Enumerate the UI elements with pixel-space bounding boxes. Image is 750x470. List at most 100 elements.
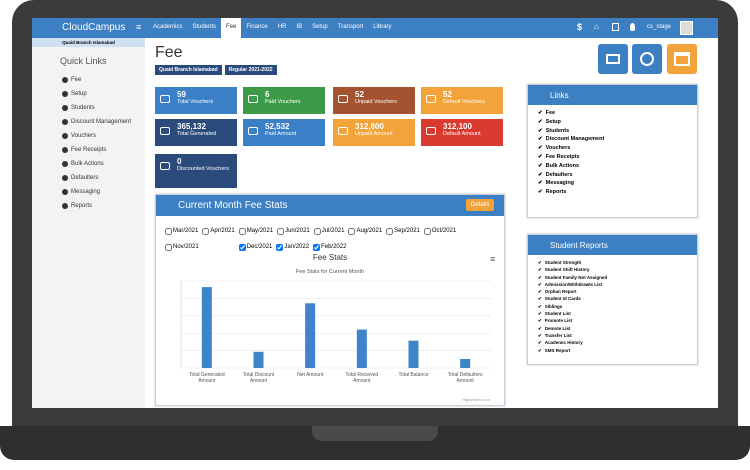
bell-icon[interactable] bbox=[630, 23, 635, 31]
month-filter[interactable]: May/2021 bbox=[238, 225, 273, 238]
month-label: Jun/2021 bbox=[285, 228, 310, 234]
month-checkbox[interactable] bbox=[277, 228, 285, 235]
bank-button[interactable] bbox=[667, 44, 697, 74]
month-filter[interactable]: Mar/2021 bbox=[165, 225, 198, 238]
sidebar-icon bbox=[62, 91, 68, 97]
month-filter[interactable]: Apr/2021 bbox=[202, 225, 235, 238]
report-item[interactable]: Orphan Report bbox=[538, 288, 687, 295]
sidebar-item[interactable]: Discount Management bbox=[62, 115, 131, 129]
sidebar-item[interactable]: Messaging bbox=[62, 185, 131, 199]
stat-tile[interactable]: 312,100 Default Amount bbox=[421, 119, 503, 146]
link-item[interactable]: Defaulters bbox=[538, 171, 687, 180]
bar bbox=[408, 340, 419, 368]
menu-item[interactable]: IB bbox=[296, 24, 303, 30]
sidebar-item[interactable]: Bulk Actions bbox=[62, 157, 131, 171]
stat-tile[interactable]: 0 Discounted Vouchers bbox=[155, 154, 237, 188]
month-filter[interactable]: Jan/2022 bbox=[276, 241, 309, 254]
stat-tile[interactable]: 52 Unpaid Vouchers bbox=[333, 87, 415, 114]
menu-item[interactable]: HR bbox=[277, 24, 287, 30]
chart-credit[interactable]: Highcharts.com bbox=[462, 397, 490, 402]
month-filter[interactable]: Sep/2021 bbox=[386, 225, 420, 238]
month-filter[interactable]: Oct/2021 bbox=[423, 225, 456, 238]
vouchers-button[interactable] bbox=[598, 44, 628, 74]
tile-value: 0 bbox=[177, 157, 182, 166]
home-icon[interactable]: ⌂ bbox=[594, 22, 599, 31]
month-filter[interactable]: Jul/2021 bbox=[313, 225, 344, 238]
link-item[interactable]: Messaging bbox=[538, 179, 687, 188]
link-item[interactable]: Students bbox=[538, 127, 687, 136]
report-item[interactable]: Student Id Cards bbox=[538, 295, 687, 302]
month-checkbox[interactable] bbox=[386, 228, 394, 235]
menu-item[interactable]: Setup bbox=[312, 24, 328, 30]
month-checkbox[interactable] bbox=[165, 244, 172, 251]
menu-item[interactable]: Academics bbox=[153, 24, 183, 30]
link-item[interactable]: Reports bbox=[538, 188, 687, 197]
sidebar-item[interactable]: Fee Receipts bbox=[62, 143, 131, 157]
details-button[interactable]: Details bbox=[466, 199, 495, 211]
month-checkbox[interactable] bbox=[202, 228, 210, 235]
x-tick-label: Total Balance bbox=[398, 372, 429, 378]
menu-item[interactable]: Fee bbox=[221, 18, 242, 38]
sidebar-item[interactable]: Setup bbox=[62, 87, 131, 101]
report-item[interactable]: Demote List bbox=[538, 325, 687, 332]
report-item[interactable]: Admission/Withdrawls List bbox=[538, 281, 687, 288]
tile-value: 365,132 bbox=[177, 122, 206, 131]
report-item[interactable]: Student Shift History bbox=[538, 266, 687, 273]
month-checkbox[interactable] bbox=[276, 244, 284, 251]
menu-item[interactable]: Students bbox=[192, 24, 217, 30]
sidebar-item[interactable]: Vouchers bbox=[62, 129, 131, 143]
brand[interactable]: CloudCampus bbox=[62, 22, 126, 33]
history-button[interactable] bbox=[632, 44, 662, 74]
report-item[interactable]: Siblings bbox=[538, 303, 687, 310]
link-item[interactable]: Discount Management bbox=[538, 135, 687, 144]
report-item[interactable]: Promote List bbox=[538, 317, 687, 324]
month-checkbox[interactable] bbox=[313, 244, 321, 251]
avatar[interactable] bbox=[680, 21, 693, 35]
sidebar-item[interactable]: Students bbox=[62, 101, 131, 115]
month-checkbox[interactable] bbox=[313, 228, 321, 235]
menu-item[interactable]: Transport bbox=[337, 24, 364, 30]
currency-icon[interactable]: $ bbox=[577, 22, 583, 32]
month-filter[interactable]: Feb/2022 bbox=[313, 241, 346, 254]
month-checkbox[interactable] bbox=[423, 228, 431, 235]
report-item[interactable]: Student List bbox=[538, 310, 687, 317]
tile-label: Unpaid Amount bbox=[355, 131, 393, 137]
link-item[interactable]: Setup bbox=[538, 118, 687, 127]
link-item[interactable]: Fee bbox=[538, 109, 687, 118]
tile-label: Paid Vouchers bbox=[265, 99, 301, 105]
link-item[interactable]: Fee Receipts bbox=[538, 153, 687, 162]
menu-item[interactable]: Library bbox=[373, 24, 392, 30]
month-checkbox[interactable] bbox=[165, 228, 172, 235]
stat-tile[interactable]: 312,600 Unpaid Amount bbox=[333, 119, 415, 146]
month-filter[interactable]: Jun/2021 bbox=[277, 225, 310, 238]
chart-menu[interactable]: ≡ bbox=[490, 254, 495, 264]
month-filter[interactable]: Aug/2021 bbox=[348, 225, 382, 238]
sidebar-item[interactable]: Reports bbox=[62, 199, 131, 213]
user-name[interactable]: cs_stage bbox=[647, 24, 672, 30]
stat-tile[interactable]: 59 Total Vouchers bbox=[155, 87, 237, 114]
report-item[interactable]: Student Family Not Assigned bbox=[538, 274, 687, 281]
tile-icon bbox=[338, 127, 348, 135]
stat-tile[interactable]: 52 Default Vouchers bbox=[421, 87, 503, 114]
stat-tile[interactable]: 52,532 Paid Amount bbox=[243, 119, 325, 146]
month-checkbox[interactable] bbox=[238, 228, 246, 235]
report-item[interactable]: SMS Report bbox=[538, 347, 687, 354]
menu-item[interactable]: Finance bbox=[246, 24, 268, 30]
menu-toggle[interactable]: ≡ bbox=[136, 22, 142, 32]
stat-tile[interactable]: 365,132 Total Generated bbox=[155, 119, 237, 146]
link-item[interactable]: Bulk Actions bbox=[538, 162, 687, 171]
link-item[interactable]: Vouchers bbox=[538, 144, 687, 153]
bar bbox=[305, 303, 316, 368]
calendar-icon[interactable] bbox=[612, 23, 619, 31]
month-checkbox[interactable] bbox=[238, 244, 246, 251]
month-filter[interactable]: Dec/2021 bbox=[238, 241, 272, 254]
badge: Regular 2021-2022 bbox=[224, 65, 277, 75]
report-item[interactable]: Student Strength bbox=[538, 259, 687, 266]
report-item[interactable]: Transfer List bbox=[538, 332, 687, 339]
month-filter[interactable]: Nov/2021 bbox=[165, 241, 199, 254]
month-checkbox[interactable] bbox=[348, 228, 356, 235]
sidebar-item[interactable]: Defaulters bbox=[62, 171, 131, 185]
report-item[interactable]: Academic History bbox=[538, 339, 687, 346]
sidebar-item[interactable]: Fee bbox=[62, 73, 131, 87]
stat-tile[interactable]: 6 Paid Vouchers bbox=[243, 87, 325, 114]
